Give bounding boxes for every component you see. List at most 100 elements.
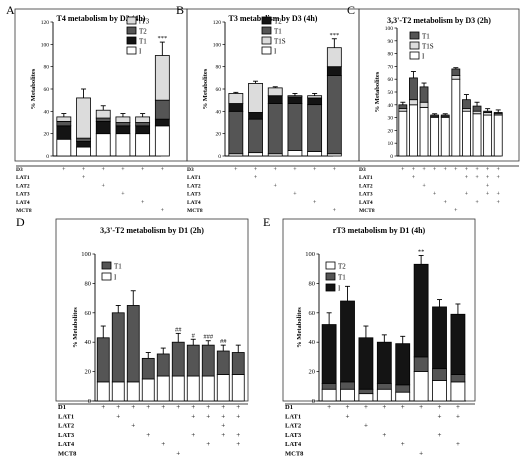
bar-segment bbox=[409, 104, 418, 157]
design-mark: + bbox=[382, 431, 386, 439]
legend-swatch bbox=[325, 272, 336, 281]
y-tick-label: 60 bbox=[309, 310, 316, 317]
design-mark: + bbox=[102, 167, 106, 173]
design-row-label: LAT2 bbox=[285, 423, 301, 430]
design-mark: + bbox=[313, 200, 317, 206]
y-tick-label: 80 bbox=[309, 280, 316, 287]
y-tick-label: 40 bbox=[309, 339, 316, 346]
bar-segment bbox=[154, 125, 170, 157]
bar-segment bbox=[409, 99, 418, 106]
design-mark: + bbox=[497, 192, 501, 198]
design-row-label: LAT2 bbox=[187, 183, 201, 189]
design-row-label: D3 bbox=[359, 167, 366, 173]
y-tick-label: 100 bbox=[81, 251, 91, 258]
bar-segment bbox=[462, 110, 471, 157]
bar-segment bbox=[307, 104, 323, 152]
design-mark: + bbox=[438, 412, 442, 420]
bar-segment bbox=[76, 146, 91, 157]
legend-label: rT3 bbox=[139, 18, 150, 26]
bar-segment bbox=[231, 352, 245, 375]
design-row-label: LAT1 bbox=[187, 175, 201, 181]
design-row-label: MCT8 bbox=[359, 208, 375, 214]
design-mark: + bbox=[176, 403, 180, 411]
design-mark: + bbox=[206, 403, 210, 411]
design-mark: + bbox=[236, 440, 240, 448]
y-tick-label: 0 bbox=[218, 154, 221, 160]
design-mark: + bbox=[364, 422, 368, 430]
design-mark: + bbox=[234, 167, 238, 173]
bar-segment bbox=[326, 66, 342, 76]
legend-label: I bbox=[274, 48, 277, 56]
design-mark: + bbox=[141, 167, 145, 173]
bar-segment bbox=[171, 341, 185, 377]
design-mark: + bbox=[438, 403, 442, 411]
design-mark: + bbox=[486, 183, 490, 189]
legend-swatch bbox=[126, 36, 137, 45]
design-row-label: D1 bbox=[58, 404, 66, 411]
design-mark: + bbox=[419, 450, 423, 458]
bar-segment bbox=[267, 103, 283, 155]
design-mark: + bbox=[191, 412, 195, 420]
significance-mark: ** bbox=[418, 248, 425, 255]
design-row-label: LAT4 bbox=[359, 200, 373, 206]
bar-segment bbox=[56, 138, 72, 157]
y-tick-label: 0 bbox=[312, 398, 315, 405]
significance-mark: ## bbox=[175, 326, 182, 333]
design-mark: + bbox=[497, 175, 501, 181]
bar-segment bbox=[472, 105, 482, 112]
panel-frame bbox=[358, 8, 520, 162]
bar-segment bbox=[340, 381, 355, 390]
bar-segment bbox=[115, 125, 131, 135]
legend-label: T1S bbox=[274, 38, 286, 46]
design-mark: + bbox=[346, 403, 350, 411]
bar-segment bbox=[419, 101, 429, 108]
bar-segment bbox=[430, 114, 440, 117]
design-mark: + bbox=[221, 412, 225, 420]
design-mark: + bbox=[62, 167, 66, 173]
design-mark: + bbox=[131, 403, 135, 411]
design-mark: + bbox=[456, 403, 460, 411]
chart-title: rT3 metabolism by D1 (4h) bbox=[333, 226, 426, 235]
bar-segment bbox=[141, 357, 155, 380]
design-mark: + bbox=[82, 175, 86, 181]
bar-segment bbox=[358, 337, 374, 390]
design-mark: + bbox=[293, 167, 297, 173]
design-mark: + bbox=[465, 192, 469, 198]
bar-segment bbox=[56, 120, 72, 127]
bar-segment bbox=[307, 95, 323, 99]
design-mark: + bbox=[191, 403, 195, 411]
legend-swatch bbox=[101, 261, 112, 270]
y-tick-label: 40 bbox=[44, 109, 50, 115]
design-mark: + bbox=[486, 175, 490, 181]
y-tick-label: 20 bbox=[309, 369, 316, 376]
y-tick-label: 60 bbox=[85, 310, 92, 317]
bar-segment bbox=[154, 118, 170, 127]
design-mark: + bbox=[327, 403, 331, 411]
y-axis-label: % Metabolites bbox=[296, 307, 303, 348]
design-mark: + bbox=[161, 403, 165, 411]
bar-segment bbox=[135, 133, 151, 157]
design-row-label: MCT8 bbox=[58, 451, 77, 458]
design-mark: + bbox=[346, 412, 350, 420]
legend-label: T2 bbox=[338, 263, 346, 271]
bar-segment bbox=[228, 110, 244, 155]
legend-label: I bbox=[422, 53, 425, 61]
y-tick-label: 40 bbox=[216, 109, 222, 115]
bar-segment bbox=[419, 106, 429, 157]
y-tick-label: 100 bbox=[41, 42, 50, 48]
design-row-label: LAT4 bbox=[285, 441, 302, 448]
legend-swatch bbox=[261, 26, 272, 35]
y-tick-label: 120 bbox=[213, 20, 222, 26]
bar-segment bbox=[462, 99, 471, 110]
design-mark: + bbox=[465, 175, 469, 181]
chart-panel-a: A T4 metabolism by D3 (4h) 0 20 40 60 80 100 120… bbox=[6, 3, 188, 214]
design-mark: + bbox=[236, 412, 240, 420]
bar-segment bbox=[398, 104, 408, 110]
design-mark: + bbox=[206, 412, 210, 420]
y-axis-label: % Metabolites bbox=[374, 71, 381, 112]
bar-segment bbox=[493, 112, 503, 115]
y-tick-label: 120 bbox=[41, 20, 50, 26]
bar-segment bbox=[358, 388, 374, 395]
panel-letter: B bbox=[176, 3, 184, 17]
